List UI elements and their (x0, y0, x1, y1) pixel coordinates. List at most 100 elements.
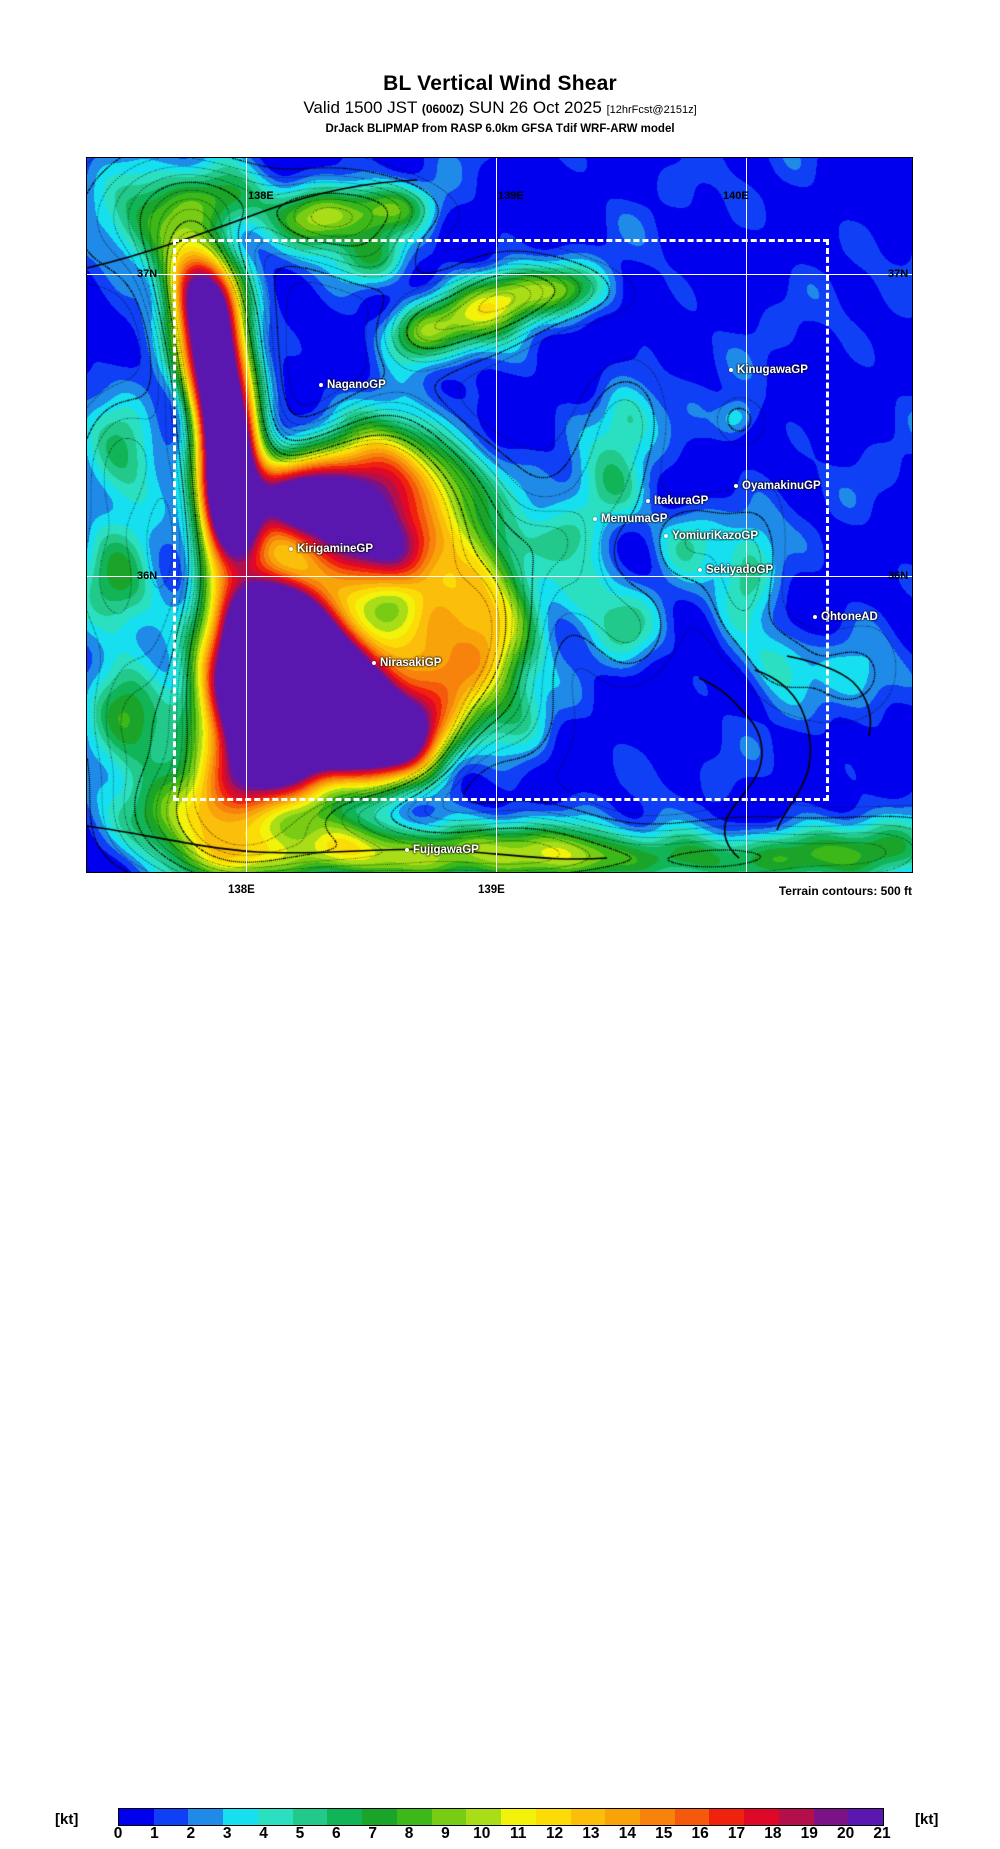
station-marker-icon (698, 567, 702, 572)
station-label: KirigamineGP (297, 543, 374, 555)
axis-lon-label-138E: 138E (228, 884, 255, 896)
legend-tick-8: 8 (404, 1825, 414, 1842)
map-lat-label-37N-left: 37N (137, 268, 158, 280)
legend-tick-14: 14 (618, 1825, 636, 1842)
station-itakuragp[interactable]: ItakuraGP (646, 495, 708, 507)
legend-swatch-18 (744, 1809, 779, 1825)
legend-tick-3: 3 (222, 1825, 232, 1842)
forecast-map[interactable]: 138E 139E 140E 37N 36N 37N 36N NaganoGP K… (86, 157, 913, 873)
legend-tick-18: 18 (764, 1825, 782, 1842)
blipmap-page: BL Vertical Wind Shear Valid 1500 JST (0… (0, 72, 1000, 1842)
forecast-stamp: [12hrFcst@2151z] (606, 104, 697, 116)
valid-time-utc: (0600Z) (421, 102, 464, 116)
station-kirigaminegp[interactable]: KirigamineGP (289, 543, 373, 555)
shear-field-canvas (87, 158, 912, 872)
station-marker-icon (729, 367, 733, 372)
legend-swatch-17 (709, 1809, 745, 1825)
station-sekiyadogp[interactable]: SekiyadoGP (698, 564, 773, 576)
legend-swatch-0 (119, 1809, 154, 1825)
model-subtitle: DrJack BLIPMAP from RASP 6.0km GFSA Tdif… (325, 123, 675, 135)
legend-unit-right: [kt] (915, 1811, 939, 1828)
valid-time: Valid 1500 JST (303, 98, 418, 117)
legend-swatch-3 (223, 1809, 258, 1825)
map-lon-label-138E: 138E (248, 190, 274, 202)
legend-tick-13: 13 (582, 1825, 600, 1842)
legend-tick-0: 0 (113, 1825, 123, 1842)
legend-swatch-16 (674, 1809, 710, 1825)
legend-swatch-5 (292, 1809, 328, 1825)
legend-swatch-2 (188, 1809, 224, 1825)
station-ohtonead[interactable]: OhtoneAD (813, 611, 878, 623)
legend-tick-5: 5 (295, 1825, 305, 1842)
station-oyamakinugp[interactable]: OyamakinuGP (734, 480, 821, 492)
map-lat-label-36N-right: 36N (888, 570, 909, 582)
page-title: BL Vertical Wind Shear (383, 72, 617, 95)
station-label: OhtoneAD (821, 611, 878, 623)
legend-swatch-4 (257, 1809, 293, 1825)
valid-date: SUN 26 Oct 2025 (468, 98, 602, 117)
legend-tick-20: 20 (836, 1825, 855, 1842)
legend-swatch-15 (640, 1809, 675, 1825)
station-label: ItakuraGP (654, 495, 709, 507)
legend-unit-left: [kt] (55, 1811, 79, 1828)
legend-swatch-13 (570, 1809, 606, 1825)
legend-tick-2: 2 (186, 1825, 196, 1842)
map-lon-label-140E: 140E (723, 190, 749, 202)
station-marker-icon (319, 382, 323, 387)
legend-tick-1: 1 (150, 1825, 159, 1842)
graticule-lon-140E (746, 158, 747, 872)
station-label: FujigawaGP (413, 844, 479, 856)
legend-swatch-1 (153, 1809, 189, 1825)
legend-tick-17: 17 (727, 1825, 746, 1842)
map-lat-label-37N-right: 37N (888, 268, 909, 280)
legend-swatch-21 (848, 1809, 884, 1825)
legend-tick-19: 19 (800, 1825, 818, 1842)
station-label: MemumaGP (601, 513, 668, 525)
station-memumagp[interactable]: MemumaGP (593, 513, 667, 525)
graticule-lon-139E (496, 158, 497, 872)
legend-tick-7: 7 (368, 1825, 377, 1842)
graticule-lon-138E (246, 158, 247, 872)
station-label: OyamakinuGP (742, 480, 821, 492)
legend-tick-16: 16 (691, 1825, 709, 1842)
legend-tick-9: 9 (441, 1825, 450, 1842)
station-marker-icon (664, 533, 668, 538)
color-legend: [kt] [kt] 0 1 2 3 4 5 6 7 8 9 10 11 12 13 14 15 16 17 18 19… (0, 900, 1000, 1842)
station-nirasakigp[interactable]: NirasakiGP (372, 657, 441, 669)
legend-tick-11: 11 (509, 1825, 527, 1842)
station-marker-icon (593, 516, 597, 521)
legend-color-bar (118, 1808, 884, 1826)
legend-swatch-8 (396, 1809, 432, 1825)
legend-tick-15: 15 (655, 1825, 673, 1842)
legend-tick-4: 4 (259, 1825, 268, 1842)
axis-lon-label-139E: 139E (478, 884, 505, 896)
legend-swatch-6 (327, 1809, 363, 1825)
map-lon-label-139E: 139E (498, 190, 524, 202)
station-yomiurikazogp[interactable]: YomiuriKazoGP (664, 530, 758, 542)
station-fujigawagp[interactable]: FujigawaGP (405, 844, 479, 856)
legend-tick-12: 12 (545, 1825, 564, 1842)
legend-swatch-20 (813, 1809, 849, 1825)
legend-swatch-19 (778, 1809, 814, 1825)
legend-swatch-11 (501, 1809, 536, 1825)
station-marker-icon (405, 847, 409, 852)
station-marker-icon (646, 498, 650, 503)
legend-tick-labels: 0 1 2 3 4 5 6 7 8 9 10 11 12 13 14 15 16 17 18 19 20 21 (114, 1825, 891, 1849)
valid-time-line: Valid 1500 JST (0600Z) SUN 26 Oct 2025 [… (0, 97, 1000, 121)
station-marker-icon (372, 660, 376, 665)
station-label: SekiyadoGP (706, 564, 774, 576)
legend-swatch-14 (605, 1809, 641, 1825)
station-label: NirasakiGP (380, 657, 442, 669)
legend-swatch-9 (431, 1809, 467, 1825)
station-naganogp[interactable]: NaganoGP (319, 379, 386, 391)
station-label: YomiuriKazoGP (672, 530, 759, 542)
station-marker-icon (813, 614, 817, 619)
title-block: BL Vertical Wind Shear Valid 1500 JST (0… (0, 72, 1000, 137)
domain-box (173, 239, 829, 801)
station-kinugawagp[interactable]: KinugawaGP (729, 364, 808, 376)
legend-tick-6: 6 (331, 1825, 341, 1842)
legend-swatch-10 (466, 1809, 502, 1825)
station-label: KinugawaGP (737, 364, 808, 376)
terrain-contour-note: Terrain contours: 500 ft (778, 884, 912, 898)
station-label: NaganoGP (327, 379, 386, 391)
